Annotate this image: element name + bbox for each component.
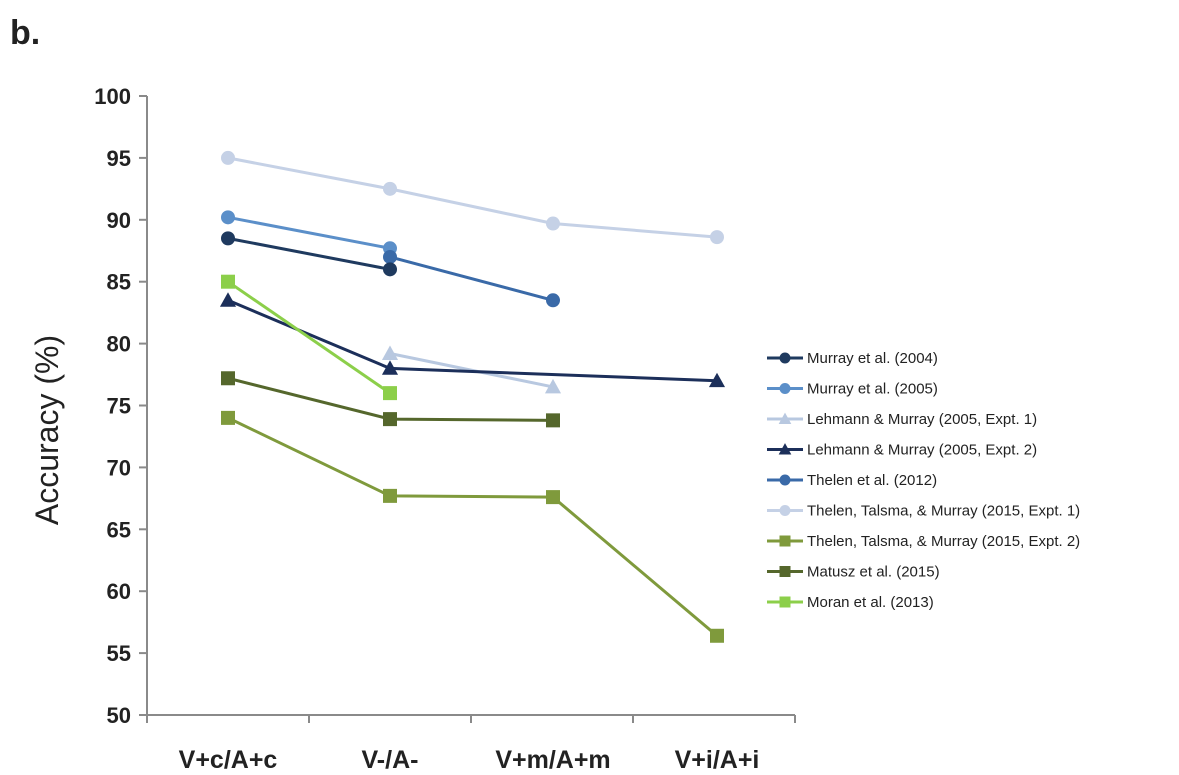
legend-item: Thelen, Talsma, & Murray (2015, Expt. 1): [767, 503, 1080, 520]
y-tick-label: 90: [107, 208, 131, 233]
data-point: [221, 210, 235, 225]
y-tick-label: 55: [107, 641, 131, 666]
data-point: [383, 412, 397, 427]
data-point: [779, 383, 791, 394]
data-point: [381, 360, 399, 375]
series-3: [219, 292, 726, 388]
panel-label: b.: [10, 14, 41, 52]
legend-label: Thelen, Talsma, & Murray (2015, Expt. 2): [807, 533, 1080, 550]
legend-label: Murray et al. (2004): [807, 350, 938, 367]
data-point: [779, 505, 791, 516]
series-line: [389, 255, 554, 302]
legend-label: Thelen, Talsma, & Murray (2015, Expt. 1): [807, 503, 1080, 520]
legend-label: Lehmann & Murray (2005, Expt. 2): [807, 442, 1037, 459]
series-6: [221, 410, 724, 643]
x-tick-label: V+c/A+c: [179, 746, 278, 774]
data-point: [544, 378, 562, 394]
series-line: [227, 236, 391, 271]
data-point: [219, 292, 237, 307]
data-point: [383, 386, 397, 401]
data-point: [221, 410, 235, 425]
y-tick-label: 80: [107, 332, 131, 357]
data-point: [221, 231, 235, 246]
series-0: [221, 231, 397, 277]
legend-label: Thelen et al. (2012): [807, 472, 937, 489]
legend-item: Murray et al. (2004): [767, 350, 938, 367]
chart-legend: Murray et al. (2004) Murray et al. (2005)…: [767, 350, 1080, 611]
y-tick-label: 75: [107, 394, 131, 419]
legend-label: Moran et al. (2013): [807, 594, 934, 611]
data-point: [383, 262, 397, 277]
series-line: [227, 416, 718, 637]
legend-item: Thelen, Talsma, & Murray (2015, Expt. 2): [767, 533, 1080, 550]
x-tick-label: V+m/A+m: [495, 746, 610, 774]
data-point: [221, 371, 235, 386]
legend-item: Murray et al. (2005): [767, 381, 938, 398]
data-point: [381, 345, 399, 360]
legend-item: Thelen et al. (2012): [767, 472, 937, 489]
x-tick-label: V-/A-: [362, 746, 419, 774]
legend-label: Matusz et al. (2015): [807, 564, 940, 581]
data-point: [779, 474, 791, 486]
data-point: [778, 412, 792, 425]
data-point: [710, 230, 724, 245]
y-tick-label: 85: [107, 270, 131, 295]
data-point: [546, 490, 560, 505]
y-tick-label: 50: [107, 703, 131, 728]
legend-item: Matusz et al. (2015): [767, 564, 940, 581]
legend-label: Lehmann & Murray (2005, Expt. 1): [807, 411, 1037, 428]
legend-label: Murray et al. (2005): [807, 381, 938, 398]
data-point: [779, 535, 791, 547]
data-point: [546, 293, 560, 308]
data-point: [221, 274, 235, 289]
data-point: [546, 216, 560, 231]
data-point: [778, 443, 792, 455]
data-point: [383, 181, 397, 196]
series-line: [227, 280, 391, 395]
series-4: [383, 249, 560, 308]
series-line: [227, 215, 391, 250]
data-point: [779, 352, 791, 364]
data-point: [779, 566, 791, 577]
data-point: [383, 249, 397, 264]
y-tick-label: 95: [107, 146, 131, 171]
data-point: [708, 372, 726, 388]
series-line: [227, 298, 718, 383]
data-point: [546, 413, 560, 428]
x-tick-label: V+i/A+i: [675, 746, 760, 774]
series-5: [221, 150, 724, 245]
chart-axes: 50 55 60 65 70 75 80 85 90 95 100 V+c/A+c V-/A- V+m/A…: [94, 84, 796, 774]
series-layer: [219, 150, 726, 643]
series-1: [221, 210, 397, 256]
series-line: [227, 156, 718, 239]
legend-item: Lehmann & Murray (2005, Expt. 1): [767, 411, 1037, 428]
y-tick-label: 100: [94, 84, 131, 109]
legend-item: Lehmann & Murray (2005, Expt. 2): [767, 442, 1037, 459]
data-point: [221, 150, 235, 165]
series-8: [221, 274, 397, 401]
y-tick-label: 70: [107, 455, 131, 480]
y-tick-label: 65: [107, 517, 131, 542]
y-tick-label: 60: [107, 579, 131, 604]
data-point: [383, 488, 397, 503]
y-axis-label: Accuracy (%): [29, 335, 65, 525]
series-7: [221, 371, 560, 428]
data-point: [710, 628, 724, 643]
legend-item: Moran et al. (2013): [767, 594, 934, 611]
data-point: [779, 596, 791, 608]
